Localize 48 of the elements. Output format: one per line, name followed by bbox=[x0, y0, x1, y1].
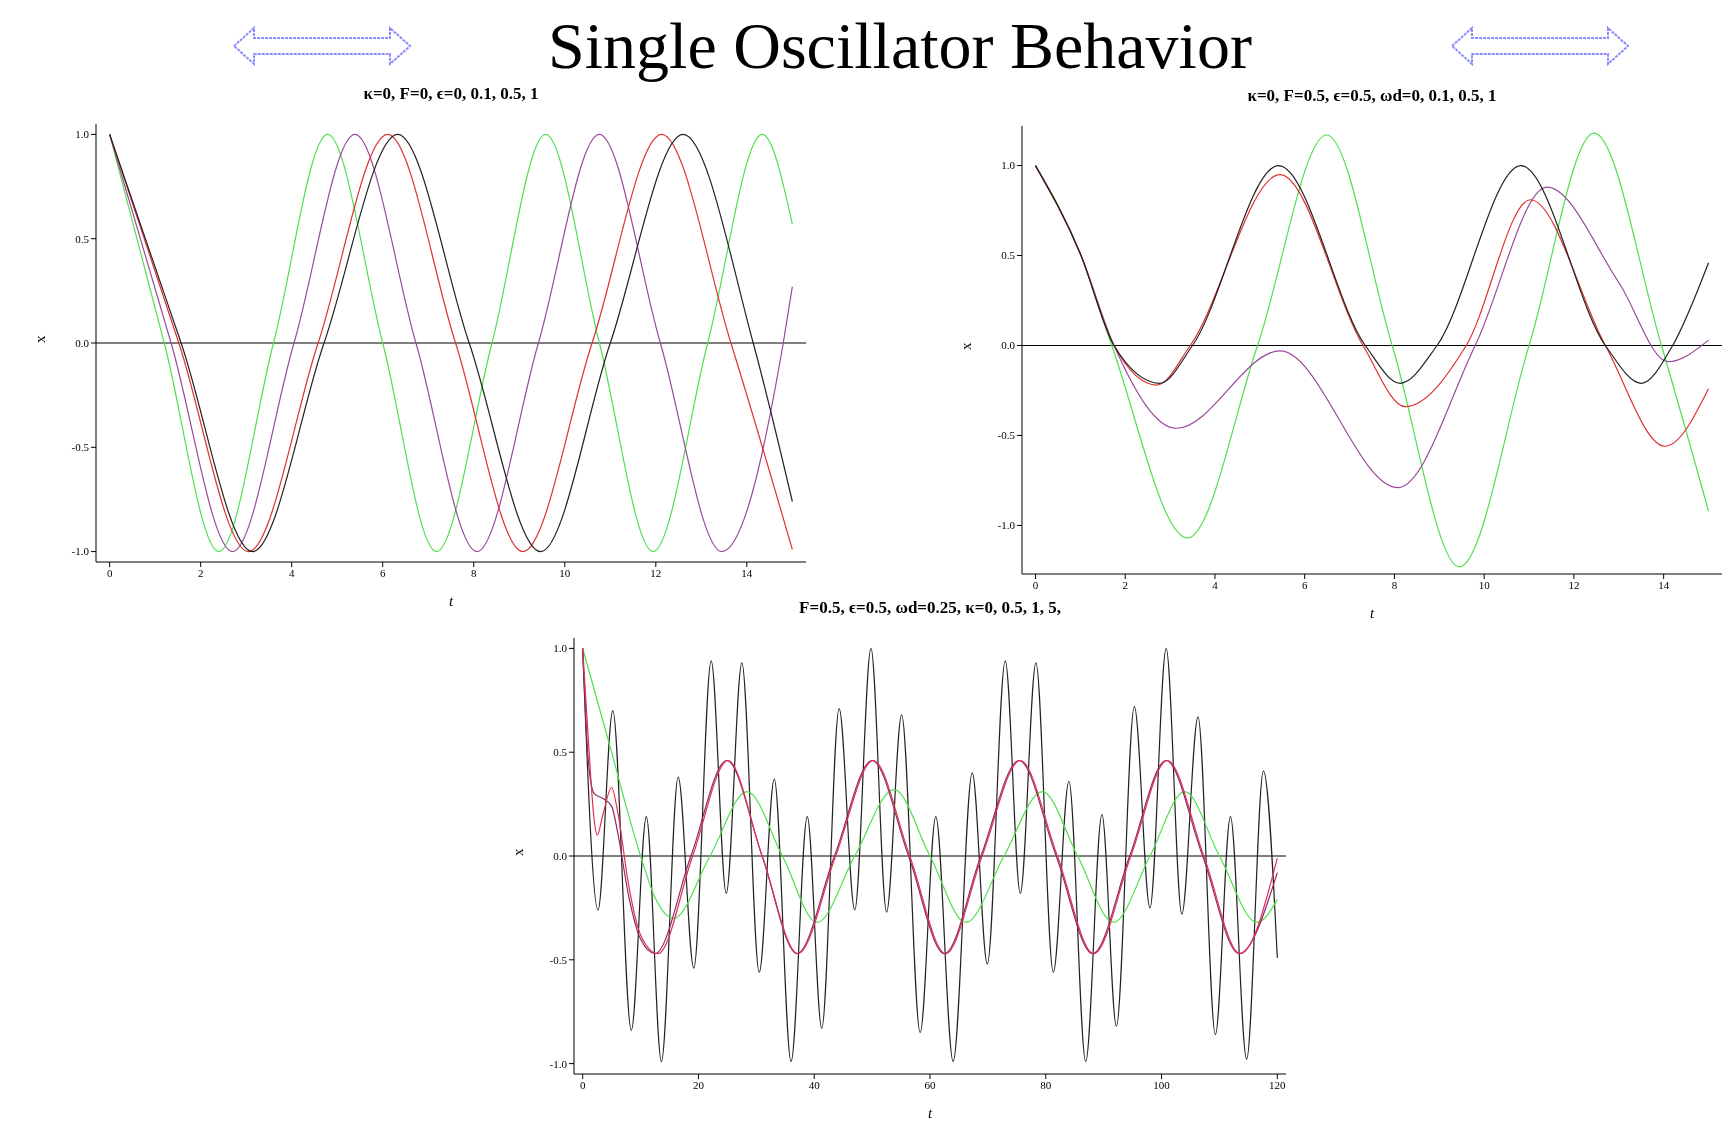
y-tick-label: 0.0 bbox=[75, 336, 90, 349]
y-tick-label: -0.5 bbox=[997, 429, 1016, 442]
x-tick-label: 2 bbox=[1122, 578, 1128, 591]
y-tick-label: -0.5 bbox=[549, 953, 568, 966]
x-tick-label: 6 bbox=[1301, 578, 1308, 591]
x-axis-title: t bbox=[927, 1105, 933, 1121]
y-tick-label: 0.0 bbox=[1001, 339, 1016, 352]
x-tick-label: 0 bbox=[579, 1078, 586, 1091]
x-tick-label: 80 bbox=[1040, 1078, 1052, 1091]
x-tick-label: 40 bbox=[808, 1078, 821, 1091]
y-tick-label: 0.5 bbox=[1001, 249, 1016, 262]
chart-title: F=0.5, ϵ=0.5, ωd=0.25, κ=0, 0.5, 1, 5, bbox=[798, 598, 1062, 618]
x-tick-label: 60 bbox=[924, 1078, 936, 1091]
y-tick-label: 1.0 bbox=[553, 642, 568, 655]
y-tick-label: 1.0 bbox=[75, 128, 90, 141]
y-tick-label: 0.0 bbox=[553, 849, 568, 862]
y-axis-title: x bbox=[32, 335, 49, 343]
chart-title: κ=0, F=0.5, ϵ=0.5, ωd=0, 0.1, 0.5, 1 bbox=[1246, 86, 1498, 106]
x-tick-label: 14 bbox=[1658, 578, 1670, 591]
x-tick-label: 20 bbox=[692, 1078, 705, 1091]
x-tick-label: 100 bbox=[1153, 1078, 1171, 1091]
y-tick-label: -1.0 bbox=[997, 519, 1016, 532]
x-axis-title: t bbox=[1369, 605, 1375, 621]
text: Single Oscillator Behavior bbox=[547, 8, 1253, 84]
y-tick-label: 0.5 bbox=[75, 232, 90, 245]
y-axis-title: x bbox=[510, 848, 527, 856]
x-tick-label: 4 bbox=[1212, 578, 1219, 591]
x-tick-label: 0 bbox=[1032, 578, 1039, 591]
y-tick-label: -1.0 bbox=[549, 1057, 568, 1070]
x-axis-title: t bbox=[448, 593, 454, 609]
x-tick-label: 10 bbox=[559, 566, 571, 579]
x-tick-label: 12 bbox=[1568, 578, 1580, 591]
x-tick-label: 2 bbox=[197, 566, 204, 579]
x-tick-label: 120 bbox=[1269, 1078, 1287, 1091]
x-tick-label: 12 bbox=[650, 566, 662, 579]
y-tick-label: -1.0 bbox=[71, 545, 90, 558]
x-tick-label: 8 bbox=[1391, 578, 1398, 591]
x-tick-label: 10 bbox=[1478, 578, 1491, 591]
x-tick-label: 4 bbox=[288, 566, 295, 579]
y-tick-label: 1.0 bbox=[1001, 159, 1016, 172]
y-axis-title: x bbox=[958, 342, 975, 350]
y-tick-label: 0.5 bbox=[553, 746, 568, 759]
chart-title: κ=0, F=0, ϵ=0, 0.1, 0.5, 1 bbox=[362, 84, 540, 104]
x-tick-label: 14 bbox=[741, 566, 753, 579]
x-tick-label: 6 bbox=[379, 566, 386, 579]
x-tick-label: 0 bbox=[106, 566, 113, 579]
y-tick-label: -0.5 bbox=[71, 441, 90, 454]
x-tick-label: 8 bbox=[471, 566, 478, 579]
